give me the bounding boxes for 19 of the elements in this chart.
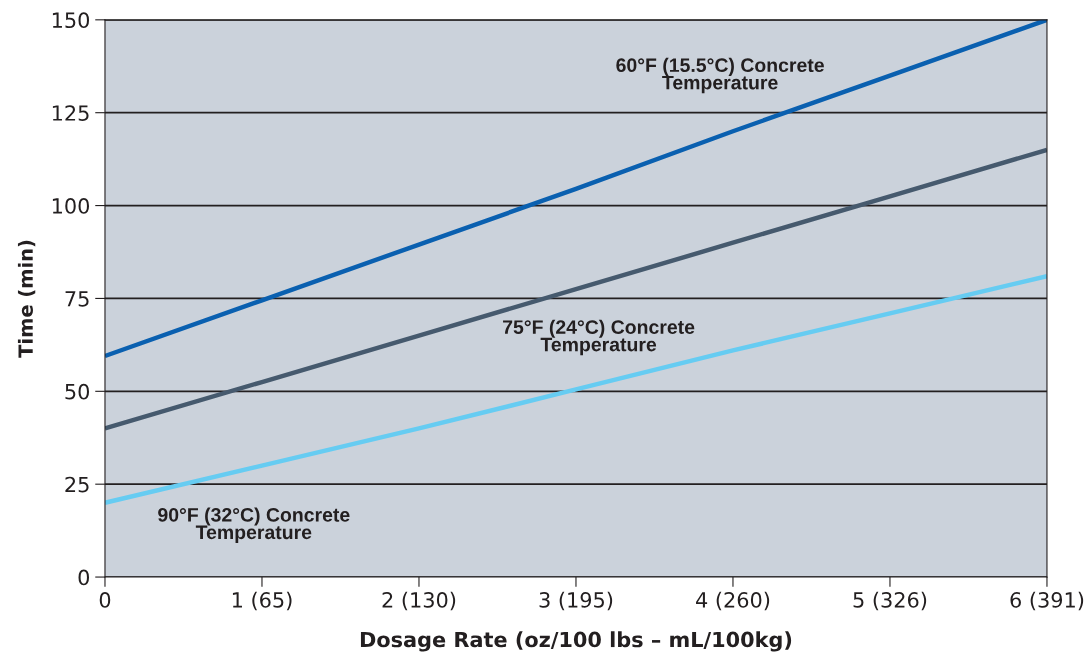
y-tick-label: 75 <box>65 291 89 307</box>
y-tick-label: 150 <box>52 12 90 29</box>
y-tick-label: 50 <box>65 383 90 400</box>
y-tick-label: 0 <box>78 569 90 586</box>
x-axis-title: Dosage Rate (oz/100 lbs – mL/100kg) <box>360 631 792 652</box>
x-tick-label: 4 (260) <box>696 591 770 611</box>
x-tick-label: 0 <box>99 592 111 608</box>
y-tick-label: 25 <box>65 476 89 493</box>
y-tick-label: 125 <box>52 105 89 121</box>
x-tick-label: 6 (391) <box>1010 591 1084 611</box>
y-axis-title: Time (min) <box>17 240 36 358</box>
series-label: 60°F (15.5°C) Concrete Temperature <box>616 57 824 94</box>
x-tick-label: 5 (326) <box>853 591 927 611</box>
series-label: 90°F (32°C) Concrete Temperature <box>158 507 350 543</box>
y-tick-label: 100 <box>52 198 90 214</box>
x-tick-label: 3 (195) <box>539 591 613 611</box>
x-tick-label: 2 (130) <box>382 591 456 611</box>
series-label: 75°F (24°C) Concrete Temperature <box>503 319 695 356</box>
x-tick-label: 1 (65) <box>232 591 292 611</box>
